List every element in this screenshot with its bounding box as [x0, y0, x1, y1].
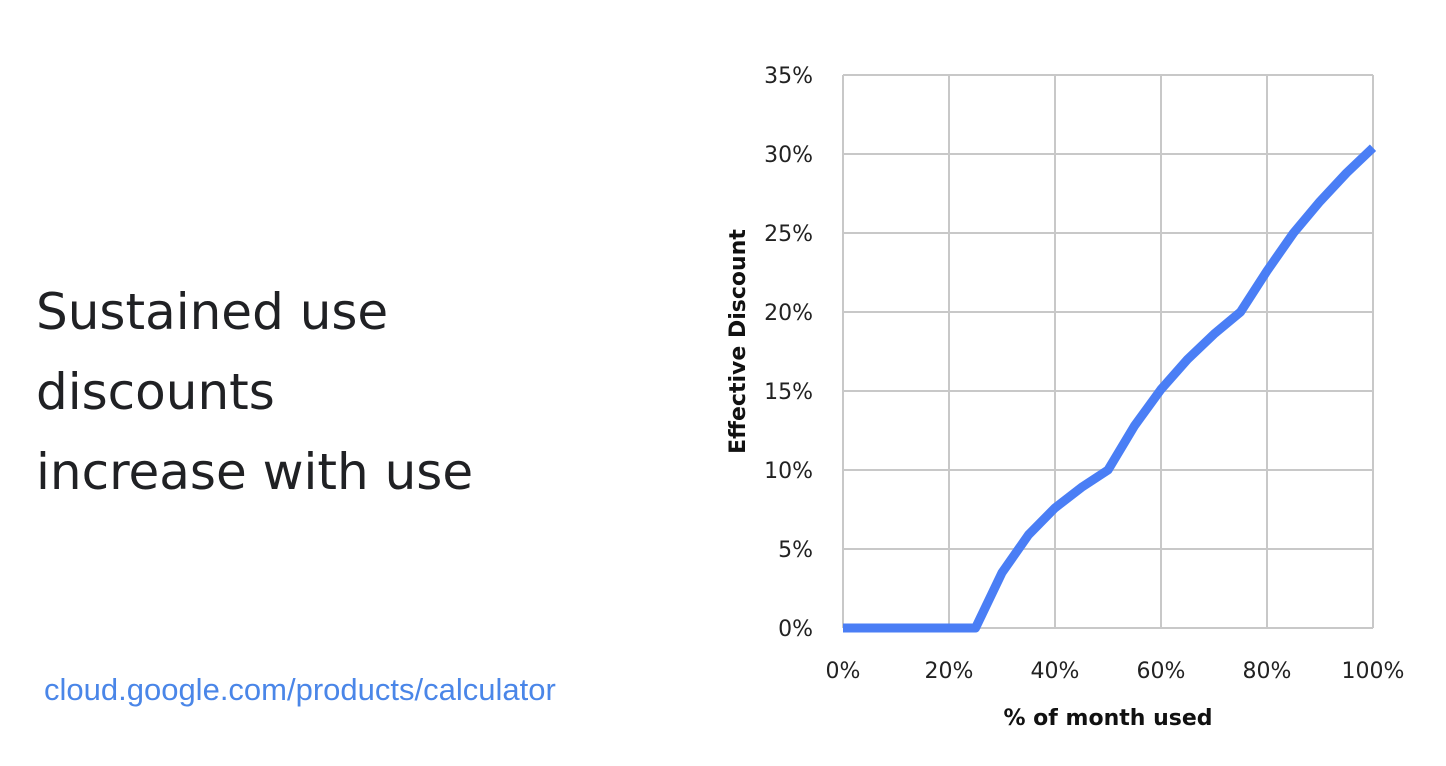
data-point — [843, 628, 844, 629]
slide-title-line-1: Sustained use — [36, 283, 389, 341]
slide-title-line-2: discounts — [36, 363, 275, 421]
x-tick-label: 20% — [925, 659, 974, 684]
data-point — [1214, 334, 1215, 335]
data-point — [1002, 572, 1003, 573]
y-axis-label: Effective Discount — [726, 229, 751, 454]
y-tick-label: 20% — [764, 301, 813, 326]
slide-title: Sustained use discounts increase with us… — [36, 272, 596, 512]
y-tick-label: 25% — [764, 222, 813, 247]
data-point — [1187, 359, 1188, 360]
data-point — [1028, 534, 1029, 535]
slide-title-line-3: increase with use — [36, 443, 474, 501]
data-point — [869, 628, 870, 629]
data-point — [896, 628, 897, 629]
y-tick-label: 35% — [764, 64, 813, 89]
data-point — [1240, 312, 1241, 313]
data-point — [1081, 487, 1082, 488]
data-point — [1346, 172, 1347, 173]
data-point — [1373, 147, 1374, 148]
y-tick-label: 15% — [764, 380, 813, 405]
x-tick-label: 0% — [826, 659, 861, 684]
y-tick-label: 0% — [778, 617, 813, 642]
data-point — [1161, 389, 1162, 390]
y-tick-label: 5% — [778, 538, 813, 563]
data-point — [1108, 470, 1109, 471]
data-point — [1293, 233, 1294, 234]
data-point — [975, 628, 976, 629]
data-point — [1320, 201, 1321, 202]
x-tick-label: 100% — [1342, 659, 1405, 684]
y-tick-label: 10% — [764, 459, 813, 484]
data-point — [922, 628, 923, 629]
calculator-link[interactable]: cloud.google.com/products/calculator — [44, 672, 556, 707]
data-point — [949, 628, 950, 629]
x-tick-label: 60% — [1137, 659, 1186, 684]
data-point — [1134, 425, 1135, 426]
x-tick-label: 80% — [1243, 659, 1292, 684]
x-axis-label: % of month used — [1003, 706, 1212, 731]
x-tick-label: 40% — [1031, 659, 1080, 684]
discount-chart: 0% 5% 10% 15% 20% 25% 30% 35% 0% 20% 40% 60% 80% 100%… — [726, 64, 1405, 731]
data-point — [1055, 507, 1056, 508]
data-point — [1267, 270, 1268, 271]
discount-series-line — [843, 144, 1377, 633]
y-tick-label: 30% — [764, 143, 813, 168]
